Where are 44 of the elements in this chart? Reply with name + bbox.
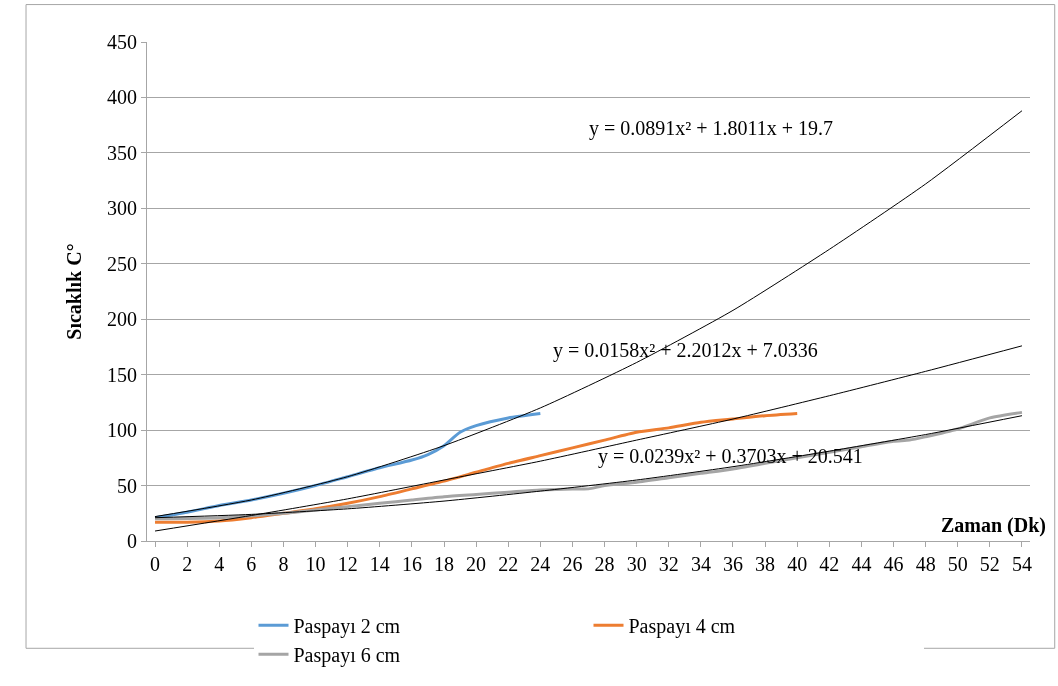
- x-tick-label: 36: [722, 553, 743, 575]
- x-tick-label: 46: [883, 553, 904, 575]
- x-tick-label: 4: [214, 553, 225, 575]
- x-tick-label: 52: [979, 553, 1000, 575]
- x-tick-label: 16: [401, 553, 422, 575]
- x-tick-label: 32: [658, 553, 679, 575]
- x-tick-label: 38: [755, 553, 776, 575]
- x-tick-label: 2: [182, 553, 193, 575]
- x-tick-label: 20: [466, 553, 487, 575]
- y-tick-label: 150: [107, 363, 137, 386]
- x-tick-label: 40: [787, 553, 808, 575]
- x-tick-label: 22: [498, 553, 519, 575]
- x-axis-title: Zaman (Dk): [941, 514, 1047, 537]
- x-tick-label: 24: [530, 553, 551, 575]
- x-tick-label: 6: [246, 553, 257, 575]
- y-axis-title: Sıcaklık C°: [62, 243, 85, 340]
- x-tick-label: 44: [851, 553, 872, 575]
- legend-label: Paspayı 2 cm: [293, 615, 401, 639]
- legend-label: Paspayı 4 cm: [628, 615, 736, 639]
- x-tick-label: 34: [690, 553, 711, 575]
- y-tick-label: 50: [117, 474, 137, 497]
- x-tick-label: 10: [305, 553, 326, 575]
- y-tick-label: 200: [107, 308, 137, 331]
- y-tick-label: 400: [107, 86, 137, 109]
- y-tick-label: 450: [107, 31, 137, 53]
- x-tick-label: 30: [626, 553, 647, 575]
- y-tick-label: 100: [107, 419, 137, 442]
- x-tick-label: 48: [915, 553, 936, 575]
- legend-label: Paspayı 6 cm: [293, 644, 401, 668]
- x-tick-label: 18: [434, 553, 455, 575]
- x-tick-label: 42: [819, 553, 840, 575]
- y-tick-label: 300: [107, 197, 137, 220]
- x-tick-label: 0: [150, 553, 161, 575]
- y-tick-label: 250: [107, 252, 137, 275]
- x-tick-label: 28: [594, 553, 615, 575]
- x-tick-label: 54: [1011, 553, 1032, 575]
- x-tick-label: 12: [337, 553, 358, 575]
- x-tick-label: 26: [562, 553, 583, 575]
- annotation: y = 0.0891x² + 1.8011x + 19.7: [589, 117, 834, 140]
- x-tick-label: 14: [369, 553, 390, 575]
- y-tick-label: 0: [127, 530, 137, 552]
- x-tick-label: 50: [947, 553, 968, 575]
- y-tick-label: 350: [107, 141, 137, 164]
- x-tick-label: 8: [278, 553, 289, 575]
